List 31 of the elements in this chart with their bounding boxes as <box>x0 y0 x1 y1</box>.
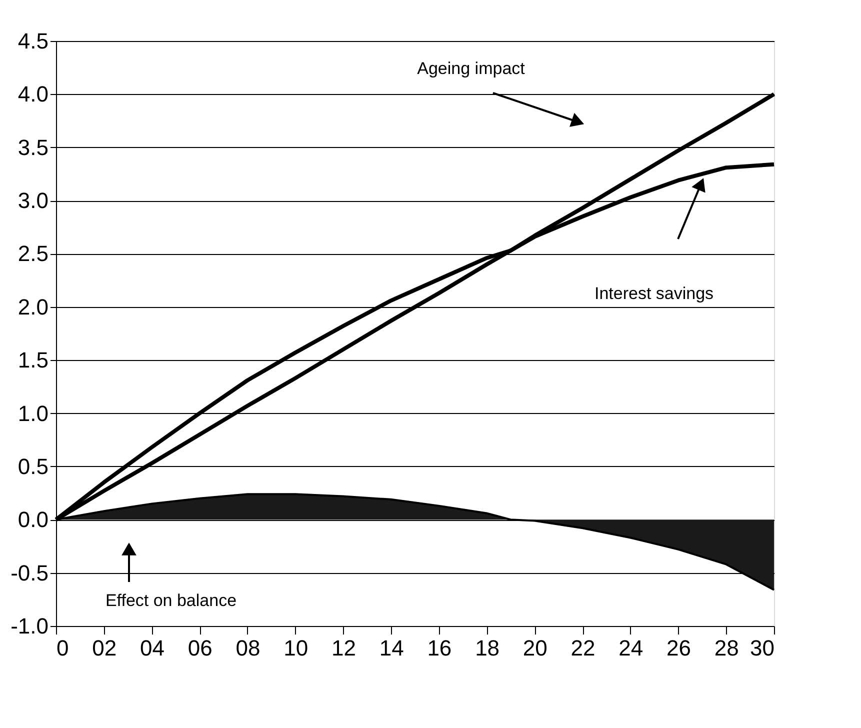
y-tick-label: 1.0 <box>18 400 48 426</box>
y-tick-label: 4.5 <box>18 28 48 54</box>
x-tick-label: 26 <box>666 636 692 660</box>
annotation: Interest savings <box>594 284 714 303</box>
x-tick-label: 28 <box>714 636 739 660</box>
y-tick-label: -0.5 <box>10 560 48 586</box>
y-tick-label: -1.0 <box>10 614 48 638</box>
y-tick-label: 0.5 <box>18 454 48 479</box>
y-tick-label: 4.0 <box>18 82 48 107</box>
y-tick-label: 2.0 <box>18 294 48 320</box>
x-tick-label: 24 <box>618 636 644 660</box>
x-tick-label: 16 <box>427 636 452 660</box>
x-tick-label: 04 <box>140 636 164 660</box>
y-tick-label: 3.5 <box>18 134 48 160</box>
x-tick-label: 22 <box>570 636 596 660</box>
x-tick-label: 14 <box>379 636 404 660</box>
x-tick-label: 0 <box>56 636 69 660</box>
x-tick-label: 02 <box>92 636 117 660</box>
y-tick-label: 3.0 <box>18 188 48 214</box>
x-tick-label: 18 <box>475 636 500 660</box>
x-tick-label: 08 <box>236 636 260 660</box>
y-tick-label: 1.5 <box>18 348 48 373</box>
annotation: Effect on balance <box>105 591 237 610</box>
x-tick-label: 06 <box>188 636 212 660</box>
x-tick-label: 30 <box>750 636 774 660</box>
annotation: Ageing impact <box>417 59 526 78</box>
y-tick-label: 0.0 <box>18 507 48 532</box>
x-tick-label: 10 <box>284 636 308 660</box>
x-tick-label: 12 <box>331 636 356 660</box>
x-tick-label: 20 <box>522 636 548 660</box>
y-tick-label: 2.5 <box>18 241 48 266</box>
